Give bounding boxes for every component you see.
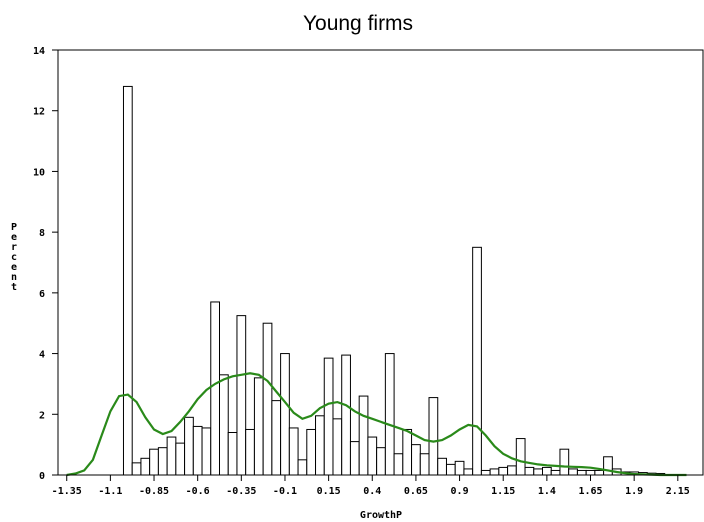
y-tick-label: 12	[33, 107, 45, 118]
x-tick-label: -0.35	[226, 486, 256, 497]
x-tick-label: 0.4	[363, 486, 381, 497]
histogram-bar	[288, 427, 299, 476]
bars-group	[122, 85, 666, 476]
histogram-bar	[219, 374, 229, 476]
histogram-bar	[498, 466, 509, 476]
histogram-bar	[166, 436, 177, 476]
y-tick-label: 14	[33, 46, 45, 57]
histogram-bar	[227, 432, 238, 476]
y-axis-label-char: e	[11, 262, 17, 273]
histogram-bar	[262, 322, 273, 476]
x-tick-label: -0.1	[273, 486, 297, 497]
x-tick-label: 1.9	[625, 486, 643, 497]
histogram-bar	[419, 453, 430, 476]
x-tick-label: 0.9	[451, 486, 469, 497]
histogram-bar	[384, 353, 395, 476]
histogram-bar	[542, 466, 552, 476]
histogram-bar	[437, 457, 447, 476]
x-axis-label: GrowthP	[360, 510, 402, 521]
histogram-bar	[280, 353, 290, 476]
y-tick-label: 0	[39, 471, 45, 482]
histogram-bar	[184, 416, 194, 476]
histogram-bar	[201, 427, 212, 476]
histogram-bar	[480, 469, 491, 476]
y-tick-label: 10	[33, 167, 45, 178]
histogram-bar	[315, 415, 325, 476]
histogram-bar	[524, 466, 535, 476]
y-axis-label-char: r	[11, 242, 17, 253]
x-tick-label: -0.6	[186, 486, 210, 497]
x-tick-label: -1.35	[52, 486, 82, 497]
histogram-bar	[594, 469, 605, 476]
histogram-bar	[507, 465, 517, 476]
histogram-bar	[157, 447, 168, 476]
histogram-bar	[271, 400, 282, 476]
y-tick-label: 8	[39, 228, 45, 239]
y-axis: 0 2 4 6 8 10 12 14	[33, 46, 58, 482]
histogram-bar	[576, 469, 587, 476]
x-tick-label: 1.65	[578, 486, 602, 497]
histogram-bar	[341, 354, 351, 476]
y-tick-label: 4	[39, 350, 45, 361]
histogram-bar	[175, 442, 186, 476]
histogram-bar	[411, 444, 421, 476]
histogram-bar	[192, 425, 203, 476]
x-tick-label: -0.85	[139, 486, 169, 497]
y-axis-label-char: t	[11, 282, 17, 293]
x-tick-label: -1.1	[98, 486, 122, 497]
histogram-bar	[559, 448, 570, 476]
histogram-bar	[149, 448, 159, 476]
histogram-bar	[463, 468, 474, 476]
histogram-bar	[332, 418, 343, 476]
histogram-bar	[454, 460, 465, 476]
histogram-bar	[533, 468, 543, 476]
histogram-bar	[253, 377, 264, 476]
y-axis-label-char: e	[11, 232, 17, 243]
histogram-bar	[297, 459, 308, 476]
histogram-bar	[428, 397, 439, 476]
y-axis-label-char: P	[11, 222, 17, 233]
histogram-bar	[367, 436, 378, 476]
histogram-bar	[349, 441, 360, 476]
density-curve	[66, 372, 687, 477]
histogram-bar	[140, 457, 151, 476]
y-axis-label-char: n	[11, 272, 17, 283]
histogram-bar	[445, 463, 456, 476]
histogram-bar	[550, 469, 561, 476]
histogram-bar	[122, 85, 133, 476]
histogram-bar	[236, 315, 247, 476]
histogram-bar	[393, 453, 404, 476]
histogram-bar	[131, 462, 142, 476]
histogram-bar	[210, 301, 220, 476]
histogram-bar	[402, 428, 413, 476]
histogram-bar	[245, 428, 255, 476]
x-tick-label: 1.15	[491, 486, 515, 497]
x-tick-label: 1.4	[538, 486, 556, 497]
plot-frame	[57, 49, 704, 476]
chart-title: Young firms	[303, 12, 413, 35]
histogram-bar	[376, 447, 386, 476]
histogram-bar	[323, 357, 334, 476]
y-axis-label-char: c	[11, 252, 17, 263]
histogram-bar	[358, 395, 369, 476]
histogram-bar	[585, 469, 596, 476]
y-tick-label: 6	[39, 289, 45, 300]
x-tick-label: 0.65	[404, 486, 428, 497]
x-tick-label: 0.15	[317, 486, 341, 497]
histogram-bar	[306, 428, 317, 476]
histogram-bar	[568, 468, 578, 476]
y-tick-label: 2	[39, 410, 45, 421]
histogram-bar	[472, 246, 482, 476]
histogram-bar	[603, 456, 613, 476]
histogram-bar	[515, 438, 526, 476]
histogram-bar	[489, 468, 500, 476]
x-axis: -1.35 -1.1 -0.85 -0.6 -0.35 -0.1 0.15 0.4 0.65 0.…	[52, 475, 690, 497]
x-tick-label: 2.15	[666, 486, 690, 497]
